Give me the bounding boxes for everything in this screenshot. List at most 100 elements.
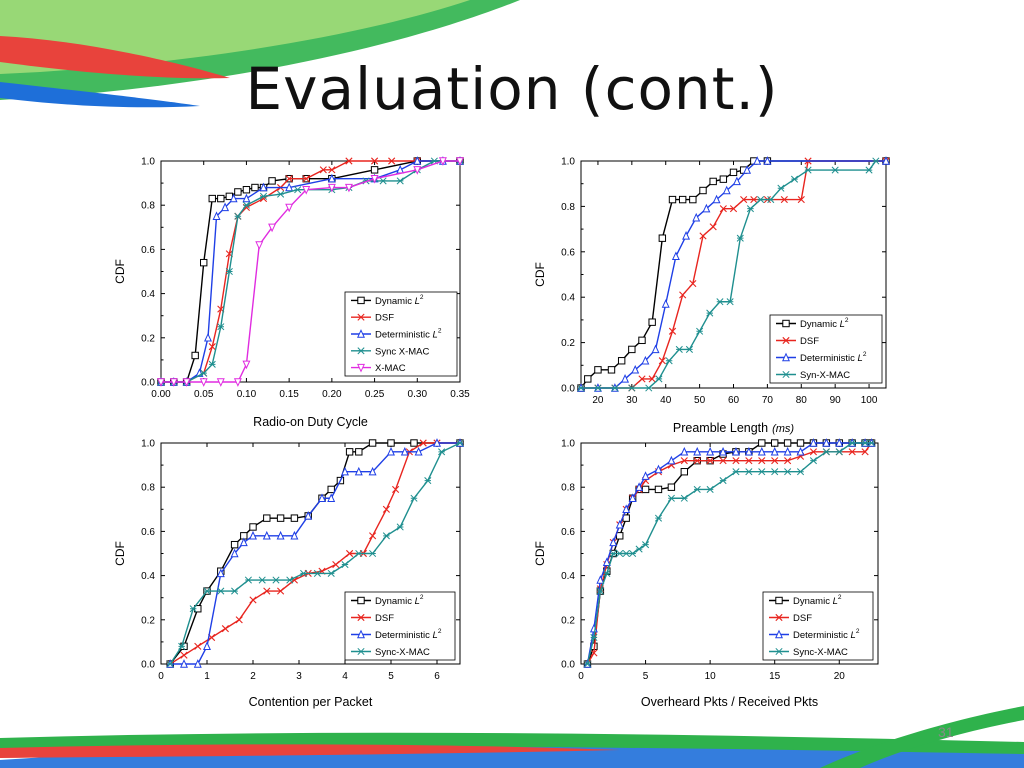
legend-label: DSF [793,613,812,624]
data-point [745,457,753,465]
y-tick-label: 0.6 [561,247,575,258]
y-tick-label: 0.8 [561,483,575,494]
data-point [178,642,186,650]
x-tick-label: 0.30 [408,389,428,400]
data-point [628,345,636,354]
data-point [790,175,799,183]
y-tick-label: 0.2 [561,615,575,626]
data-point [242,201,250,209]
data-point [671,251,680,261]
data-point [861,448,869,456]
data-point [231,587,239,595]
y-tick-label: 0.0 [561,384,575,395]
data-point [332,560,340,569]
data-point [594,384,602,392]
data-point [667,483,676,491]
data-point [848,439,856,447]
data-point [370,166,379,174]
data-point [596,575,605,584]
legend-marker [357,629,365,639]
data-point [712,194,721,204]
legend-marker [775,613,783,622]
bottom-right-swoosh [820,706,1024,768]
data-point [770,439,779,447]
legend-label: Dynamic L2 [800,317,849,330]
data-point [616,532,624,540]
y-tick-label: 0.6 [141,527,155,538]
bottom-green-swoosh [0,732,1024,754]
legend-text-italic: L [433,630,438,641]
data-point [732,468,740,476]
data-point [242,186,251,194]
x-tick-label: 15 [769,671,781,682]
data-point [654,464,663,474]
data-point [259,182,268,192]
data-point [239,537,248,547]
data-point [622,549,630,558]
x-tick-label: 0.00 [151,389,171,400]
y-tick-label: 0.8 [561,202,575,213]
series-line [161,160,460,383]
y-tick-label: 0.8 [141,201,155,212]
data-point [757,446,766,456]
legend-label: Sync X-MAC [375,346,430,357]
legend-label: Dynamic L2 [793,594,842,607]
data-point [757,196,765,204]
data-point [750,196,758,204]
data-point [861,439,869,447]
data-point [189,605,197,613]
data-point [709,223,717,231]
top-blue-swoosh [0,82,200,108]
legend-text: Deterministic [793,630,851,641]
data-point [621,374,630,383]
data-point [387,446,395,456]
x-tick-label: 0.05 [194,389,214,400]
legend-label: DSF [375,613,394,624]
legend-text-italic: L [851,630,856,641]
data-point [668,327,677,335]
data-point [294,186,302,194]
data-point [771,468,779,476]
data-point [642,541,650,549]
data-point [665,357,673,365]
data-point [744,446,753,456]
data-point [413,156,422,165]
data-point [835,448,843,456]
data-point [249,530,257,540]
x-tick-label: 3 [296,671,302,682]
data-point [424,477,432,485]
legend-text-italic: L [415,596,420,607]
y-tick-label: 0.0 [141,660,155,671]
data-point [345,448,354,456]
x-tick-label: 60 [728,395,740,406]
data-point [680,468,689,476]
data-point [716,298,724,306]
data-point [259,192,268,200]
data-point [635,482,644,491]
top-red-swoosh [0,36,230,79]
data-point [456,439,464,447]
series-line [586,442,872,665]
legend-text: Deterministic [800,353,858,364]
data-point [263,587,271,595]
data-point [628,493,637,502]
legend-label: Deterministic L2 [375,628,442,641]
data-point [758,439,766,447]
legend-marker [357,363,365,373]
data-point [276,514,285,522]
data-point [191,351,199,360]
data-point [607,366,616,374]
data-point [327,183,336,193]
data-point [208,360,216,368]
data-point [344,183,353,193]
data-point [230,540,239,549]
legend-marker [357,329,365,338]
data-point [225,267,233,276]
data-point [285,182,294,192]
data-point [438,157,447,166]
data-point [680,494,688,502]
data-point [584,375,592,383]
legend-text: Deterministic [375,330,433,341]
